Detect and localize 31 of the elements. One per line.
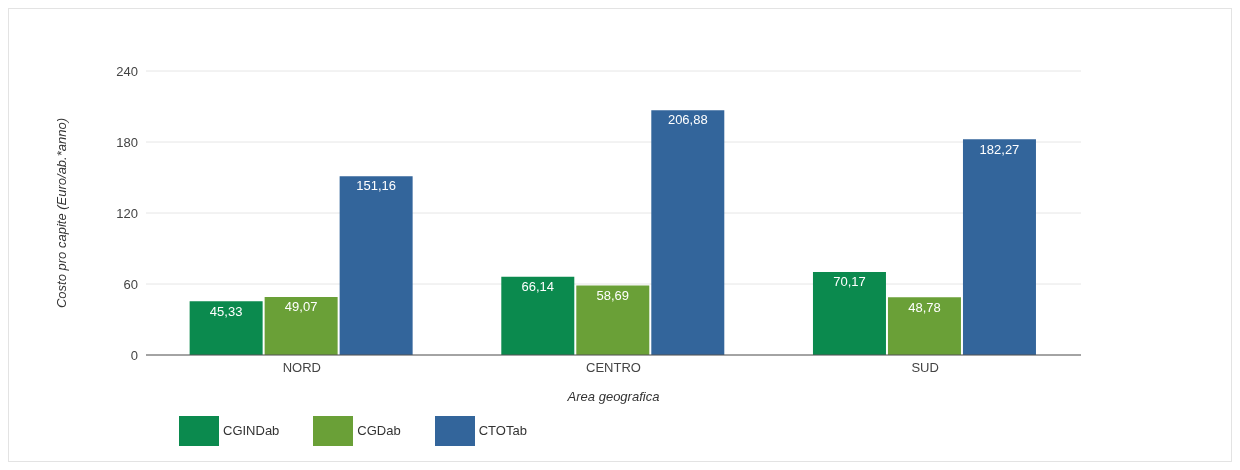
legend-label: CGINDab <box>223 423 280 439</box>
data-label: 45,33 <box>209 303 243 319</box>
bar <box>962 139 1036 355</box>
data-label: 182,27 <box>979 141 1020 157</box>
y-tick-label: 180 <box>116 134 138 150</box>
bar <box>887 297 961 355</box>
x-tick-label: SUD <box>911 360 939 376</box>
data-label: 49,07 <box>284 299 318 315</box>
bar <box>189 301 263 355</box>
bar <box>812 271 886 355</box>
data-label: 151,16 <box>356 178 397 194</box>
bar <box>264 296 338 355</box>
bar <box>576 285 650 355</box>
x-tick-label: NORD <box>282 360 321 376</box>
bar <box>651 110 725 355</box>
legend-label: CTOTab <box>478 423 527 439</box>
y-tick-label: 120 <box>116 205 138 221</box>
data-label: 66,14 <box>521 278 555 294</box>
bar <box>501 276 575 355</box>
y-tick-label: 60 <box>123 276 138 292</box>
data-label: 70,17 <box>833 274 866 290</box>
bar <box>339 176 413 355</box>
data-label: 48,78 <box>908 299 941 315</box>
data-label: 58,69 <box>596 287 630 303</box>
data-label: 206,88 <box>667 112 708 128</box>
x-tick-label: CENTRO <box>586 360 641 376</box>
y-tick-label: 240 <box>116 63 138 79</box>
legend-label: CGDab <box>357 423 401 439</box>
y-tick-label: 0 <box>130 347 138 363</box>
x-axis-title: Area geografica <box>566 389 660 404</box>
y-axis-title: Costo pro capite (Euro/ab.*anno) <box>53 117 69 309</box>
